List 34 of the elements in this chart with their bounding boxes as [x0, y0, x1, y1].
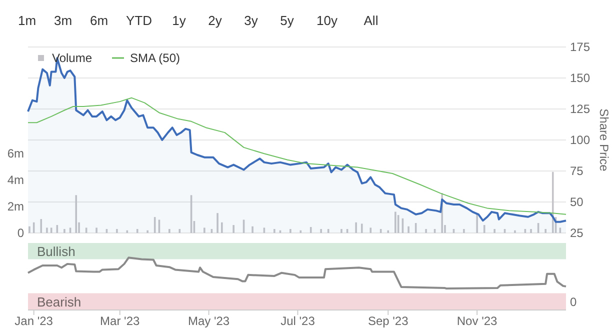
y-tick-label: 100 — [570, 133, 590, 147]
text: 0 — [570, 295, 577, 309]
text: 1m — [18, 13, 36, 28]
y2-tick-label: 0 — [17, 226, 24, 240]
x-tick-label: Mar '23 — [100, 314, 140, 328]
y-tick-label: 50 — [570, 195, 584, 209]
y-tick-label: 25 — [570, 226, 584, 240]
band-label: Bearish — [37, 294, 82, 310]
y-tick-label: 125 — [570, 102, 590, 116]
text: 2y — [208, 13, 222, 28]
y-tick-label: 75 — [570, 164, 584, 178]
text: 1y — [172, 13, 186, 28]
text: 6m — [90, 13, 108, 28]
y2-tick-label: 6m — [7, 146, 24, 160]
x-tick-label: Nov '23 — [456, 314, 498, 328]
text: YTD — [126, 13, 152, 28]
text: 3m — [54, 13, 72, 28]
text: All — [364, 13, 378, 28]
text: 3y — [244, 13, 258, 28]
band-label: Bullish — [37, 244, 76, 260]
legend-label: SMA (50) — [130, 51, 180, 65]
y-axis-title: Share Price — [597, 108, 611, 172]
x-tick-label: Sep '23 — [368, 314, 409, 328]
text: 5y — [280, 13, 294, 28]
y-tick-label: 150 — [570, 71, 590, 85]
text: 10y — [316, 13, 338, 28]
x-tick-label: Jul '23 — [280, 314, 316, 328]
y2-tick-label: 2m — [7, 199, 24, 214]
legend-label: Volume — [52, 51, 92, 65]
y-tick-label: 175 — [570, 40, 590, 54]
y2-tick-label: 4m — [7, 172, 24, 187]
line-series — [28, 97, 566, 215]
x-tick-label: May '23 — [188, 314, 230, 328]
x-tick-label: Jan '23 — [14, 314, 54, 328]
